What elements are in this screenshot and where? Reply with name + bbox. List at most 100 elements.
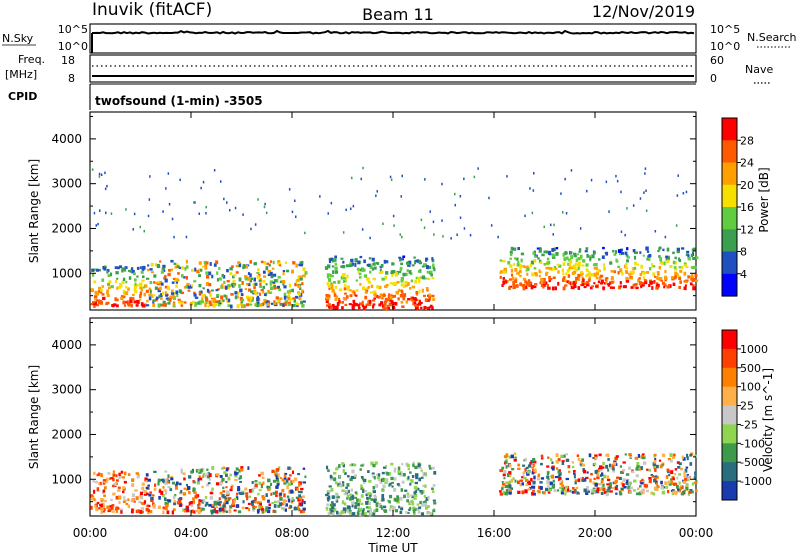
range-cell — [206, 475, 210, 479]
range-cell — [392, 214, 395, 218]
range-cell — [511, 468, 515, 471]
range-cell — [554, 476, 559, 479]
range-cell — [635, 474, 639, 478]
range-cell — [145, 289, 149, 293]
range-cell — [262, 496, 266, 501]
range-cell — [631, 470, 635, 474]
range-cell — [386, 472, 390, 476]
range-cell — [338, 288, 343, 292]
range-cell — [668, 473, 671, 477]
range-cell — [222, 490, 226, 493]
range-cell — [402, 255, 406, 258]
range-cell — [200, 186, 202, 190]
range-cell — [564, 284, 568, 287]
range-cell — [133, 284, 137, 287]
range-cell — [418, 506, 422, 510]
range-cell — [577, 257, 581, 261]
range-cell — [90, 505, 93, 510]
range-cell — [262, 270, 266, 274]
range-cell — [326, 508, 329, 511]
range-cell — [240, 466, 244, 470]
range-cell — [152, 504, 155, 509]
range-cell — [258, 279, 262, 282]
range-cell — [261, 495, 265, 499]
range-cell — [202, 500, 206, 503]
range-cell — [206, 275, 210, 279]
range-cell — [153, 281, 156, 284]
range-cell — [407, 264, 411, 267]
range-cell — [590, 492, 594, 495]
range-cell — [420, 218, 423, 222]
range-cell — [411, 298, 414, 302]
range-cell — [596, 271, 599, 276]
range-cell — [182, 508, 185, 512]
range-cell — [127, 498, 130, 502]
range-cell — [655, 475, 659, 479]
range-cell — [149, 289, 152, 294]
range-cell — [174, 266, 178, 269]
range-cell — [213, 263, 217, 267]
range-cell — [564, 177, 566, 181]
range-cell — [408, 270, 412, 274]
range-cell — [551, 268, 556, 271]
range-cell — [609, 463, 612, 467]
range-cell — [344, 303, 348, 306]
range-cell — [332, 306, 335, 310]
range-cell — [184, 509, 188, 513]
range-cell — [137, 474, 140, 478]
range-cell — [533, 475, 536, 480]
range-cell — [624, 251, 628, 255]
range-cell — [522, 471, 526, 474]
range-cell — [265, 300, 269, 304]
range-cell — [676, 461, 680, 464]
range-cell — [635, 283, 638, 286]
range-cell — [622, 483, 625, 488]
range-cell — [237, 291, 240, 295]
range-cell — [346, 274, 349, 279]
range-cell — [569, 489, 572, 492]
colorbar-segment — [722, 207, 737, 230]
range-cell — [127, 473, 131, 476]
range-cell — [198, 261, 202, 265]
range-cell — [198, 475, 201, 479]
range-cell — [639, 480, 643, 484]
range-cell — [600, 279, 604, 284]
range-cell — [546, 471, 549, 476]
range-cell — [277, 504, 281, 508]
range-cell — [509, 250, 513, 255]
range-cell — [104, 187, 107, 191]
range-cell — [499, 259, 503, 262]
range-cell — [399, 258, 402, 262]
range-cell — [339, 484, 343, 487]
range-cell — [564, 486, 569, 489]
range-cell — [506, 175, 508, 178]
colorbar-frame — [721, 329, 738, 501]
range-cell — [359, 302, 363, 306]
range-cell — [222, 495, 226, 499]
range-cell — [666, 259, 670, 263]
range-cell — [203, 260, 207, 264]
range-cell — [351, 258, 354, 263]
range-cell — [246, 295, 250, 299]
range-cell — [259, 285, 262, 288]
range-cell — [577, 273, 581, 278]
range-cell — [245, 507, 249, 510]
range-cell — [527, 487, 531, 491]
power-plot-frame — [89, 111, 697, 311]
range-cell — [179, 178, 181, 182]
range-cell — [147, 478, 151, 482]
range-cell — [352, 477, 356, 480]
range-cell — [190, 501, 193, 505]
x-tick-label: 20:00 — [578, 526, 613, 540]
range-cell — [159, 280, 163, 285]
range-cell — [175, 483, 178, 487]
range-cell — [101, 293, 105, 296]
range-cell — [331, 511, 335, 515]
range-cell — [676, 484, 679, 489]
range-cell — [228, 497, 232, 500]
range-cell — [680, 492, 685, 496]
range-cell — [216, 271, 219, 275]
range-cell — [264, 202, 266, 206]
range-cell — [252, 283, 256, 287]
